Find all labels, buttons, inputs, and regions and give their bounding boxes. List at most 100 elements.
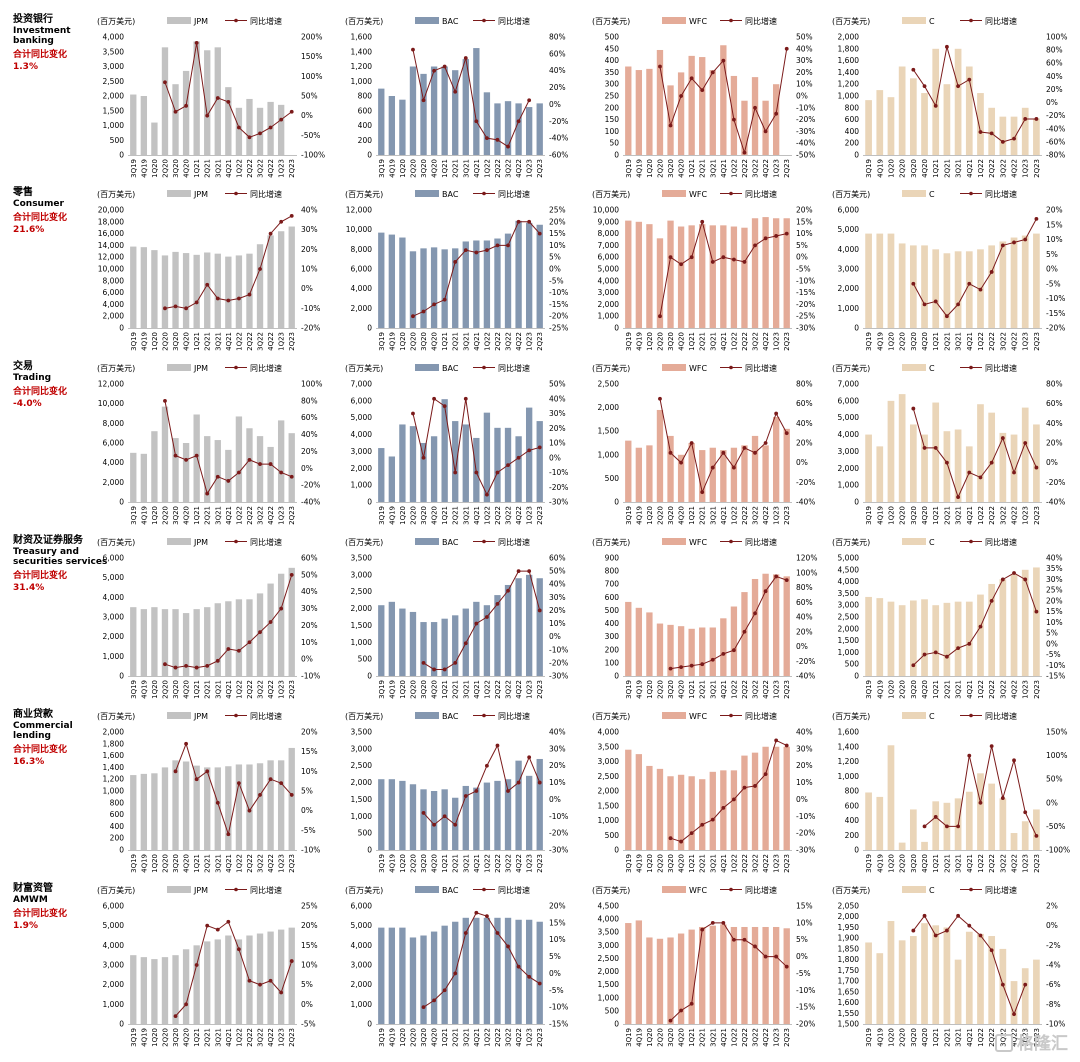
- bar-2Q23: [536, 224, 543, 328]
- bar-4Q20: [677, 454, 685, 502]
- y2-tick-label: 0%: [301, 806, 313, 815]
- bar-2Q21: [699, 627, 706, 676]
- bar-1Q22: [483, 782, 491, 850]
- x-tick-label: 4Q20: [183, 680, 191, 699]
- yoy-point: [1034, 117, 1039, 121]
- yoy-point: [710, 920, 715, 925]
- y-tick-label: 3,000: [351, 447, 373, 456]
- bar-2Q21: [452, 70, 459, 155]
- bar-1Q20: [399, 424, 406, 502]
- bar-3Q21: [954, 48, 962, 155]
- unit-label: (百万美元): [832, 885, 870, 895]
- yoy-point: [784, 743, 789, 748]
- row-title-zh: 财资及证券服务: [13, 535, 83, 546]
- yoy-point: [732, 797, 736, 802]
- yoy-point: [268, 620, 273, 624]
- x-tick-label: 2Q20: [656, 159, 664, 178]
- bar-1Q23: [1021, 407, 1029, 502]
- y-tick-label: 4,000: [103, 33, 125, 42]
- legend-bank-label: JPM: [193, 538, 208, 547]
- x-tick-label: 4Q20: [431, 506, 439, 525]
- bar-3Q21: [709, 447, 716, 502]
- bar-1Q22: [235, 255, 243, 328]
- bar-3Q20: [420, 935, 427, 1024]
- yoy-point: [1023, 117, 1028, 121]
- yoy-point: [784, 964, 789, 969]
- y2-tick-label: 20%: [549, 424, 566, 433]
- y2-tick-label: -5%: [796, 969, 811, 978]
- y-tick-label: 20,000: [98, 206, 124, 215]
- yoy-point: [956, 84, 960, 89]
- yoy-point: [184, 457, 188, 462]
- x-tick-label: 3Q19: [625, 159, 633, 178]
- unit-label: (百万美元): [592, 16, 630, 26]
- yoy-point: [978, 800, 983, 805]
- legend-line-marker: [729, 191, 733, 196]
- x-tick-label: 2Q22: [741, 854, 749, 873]
- x-tick-label: 3Q19: [378, 332, 386, 351]
- y2-tick-label: -10%: [549, 288, 568, 297]
- y2-tick-label: -15%: [1046, 672, 1065, 681]
- yoy-point: [442, 667, 447, 672]
- y-tick-label: 0: [854, 672, 859, 681]
- x-tick-label: 4Q19: [635, 506, 643, 525]
- bar-3Q21: [954, 959, 962, 1024]
- yoy-point: [268, 125, 273, 130]
- y-tick-label: 4,500: [598, 902, 620, 911]
- bar-4Q20: [430, 791, 438, 850]
- x-tick-label: 4Q22: [762, 854, 770, 873]
- yoy-point: [721, 651, 726, 656]
- x-tick-label: 1Q23: [278, 332, 286, 351]
- y-tick-label: 8,000: [351, 245, 373, 254]
- yoy-point: [668, 666, 673, 671]
- bar-4Q19: [388, 927, 396, 1024]
- y2-tick-label: 10%: [796, 229, 813, 238]
- bar-4Q20: [430, 66, 438, 155]
- x-tick-label: 3Q20: [420, 854, 428, 873]
- y-tick-label: 4,000: [103, 941, 125, 950]
- legend-bar-swatch: [662, 538, 686, 545]
- bar-4Q21: [225, 766, 232, 850]
- legend-line-marker: [729, 18, 733, 23]
- y-tick-label: 3,000: [103, 613, 125, 622]
- yoy-point: [432, 822, 436, 827]
- bar-4Q22: [762, 926, 769, 1024]
- bar-3Q19: [865, 792, 872, 850]
- y2-tick-label: -20%: [301, 324, 320, 333]
- yoy-point: [527, 974, 532, 979]
- bar-1Q21: [193, 609, 200, 676]
- yoy-point: [668, 1018, 673, 1023]
- yoy-point: [463, 396, 468, 401]
- x-tick-label: 3Q21: [955, 506, 963, 525]
- x-tick-label: 2Q20: [409, 854, 417, 873]
- yoy-point: [247, 292, 252, 297]
- x-tick-label: 1Q21: [688, 1028, 696, 1047]
- x-tick-label: 3Q22: [999, 332, 1007, 351]
- x-tick-label: 1Q21: [688, 506, 696, 525]
- yoy-point: [658, 396, 662, 401]
- x-tick-label: 4Q22: [1011, 1028, 1019, 1047]
- x-tick-label: 4Q21: [473, 506, 481, 525]
- y-tick-label: 3,000: [103, 961, 125, 970]
- y2-tick-label: -15%: [796, 1003, 815, 1012]
- y2-tick-label: 0%: [796, 795, 808, 804]
- total-change-value: -4.0%: [13, 399, 42, 409]
- x-tick-label: 3Q20: [420, 159, 428, 178]
- x-tick-label: 1Q23: [773, 332, 781, 351]
- x-tick-label: 2Q22: [494, 332, 502, 351]
- yoy-point: [485, 615, 489, 619]
- x-tick-label: 1Q22: [977, 1028, 985, 1047]
- y-tick-label: 1,000: [103, 787, 125, 796]
- bar-3Q19: [378, 88, 385, 155]
- y-tick-label: 0: [854, 324, 859, 333]
- x-tick-label: 3Q19: [865, 332, 873, 351]
- x-tick-label: 3Q22: [752, 854, 760, 873]
- x-tick-label: 2Q21: [699, 1028, 707, 1047]
- bar-2Q21: [699, 57, 706, 156]
- y-tick-label: 3,000: [351, 570, 373, 579]
- y-tick-label: 2,050: [838, 902, 860, 911]
- bar-4Q20: [921, 434, 928, 502]
- x-tick-label: 3Q21: [955, 680, 963, 699]
- bar-1Q20: [646, 445, 653, 502]
- yoy-point: [194, 665, 199, 670]
